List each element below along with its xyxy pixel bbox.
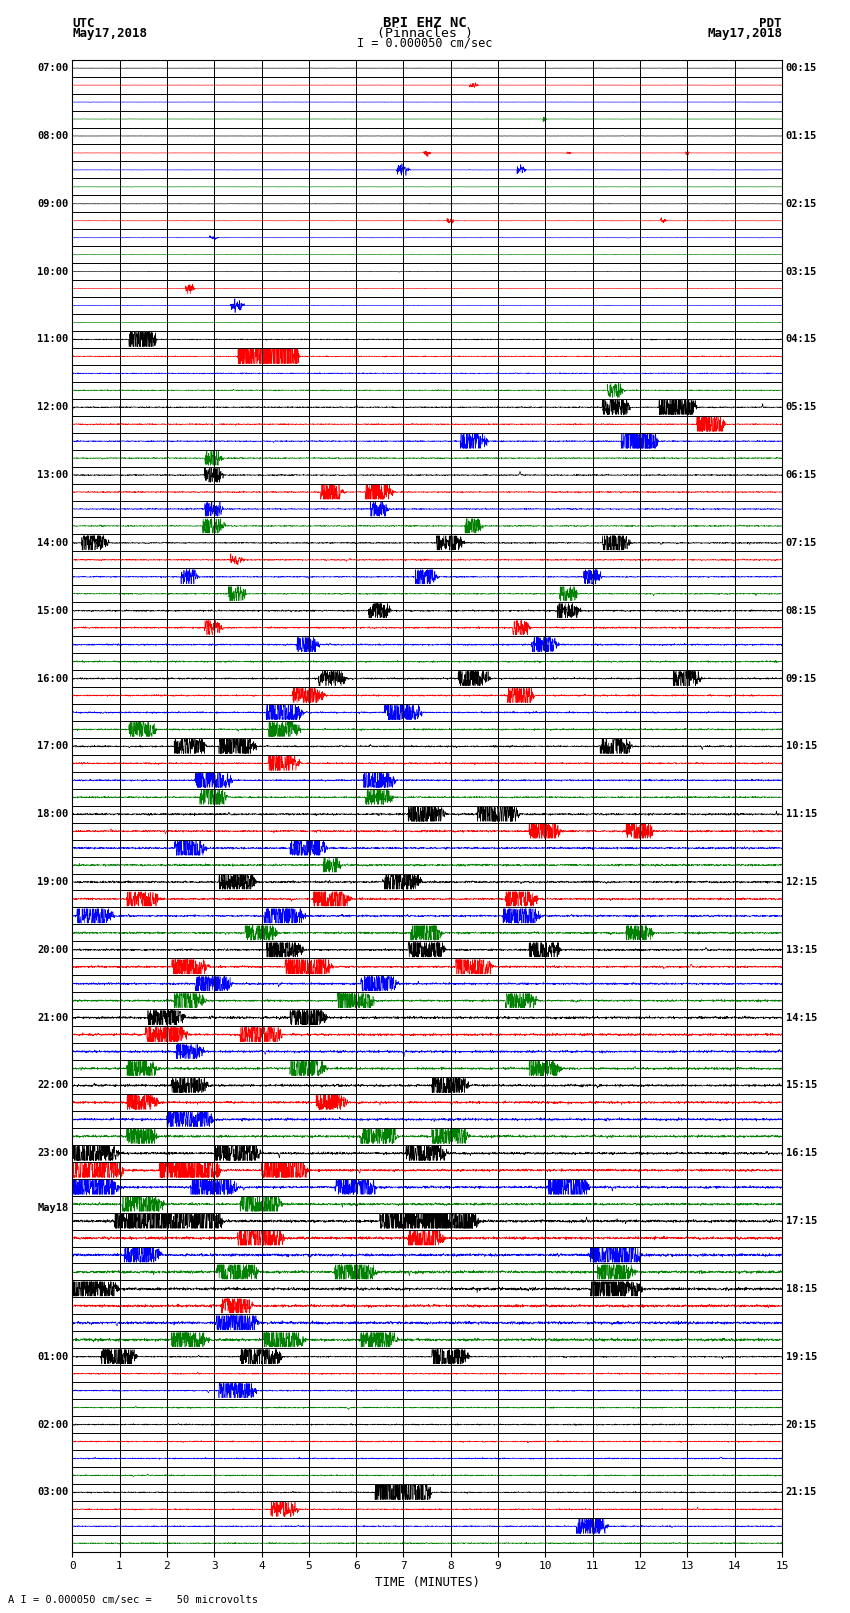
Text: 04:15: 04:15 xyxy=(785,334,817,345)
Text: 00:15: 00:15 xyxy=(785,63,817,73)
Text: PDT: PDT xyxy=(760,16,782,31)
Text: 20:00: 20:00 xyxy=(37,945,69,955)
Text: 02:00: 02:00 xyxy=(37,1419,69,1429)
Text: 07:00: 07:00 xyxy=(37,63,69,73)
Text: 17:00: 17:00 xyxy=(37,742,69,752)
Text: 18:00: 18:00 xyxy=(37,810,69,819)
Text: 16:15: 16:15 xyxy=(785,1148,817,1158)
Text: I = 0.000050 cm/sec: I = 0.000050 cm/sec xyxy=(357,35,493,50)
Text: 14:15: 14:15 xyxy=(785,1013,817,1023)
Text: 19:00: 19:00 xyxy=(37,877,69,887)
Text: 02:15: 02:15 xyxy=(785,198,817,208)
Text: 12:00: 12:00 xyxy=(37,402,69,413)
Text: 16:00: 16:00 xyxy=(37,674,69,684)
Text: May18: May18 xyxy=(37,1203,69,1213)
Text: BPI EHZ NC: BPI EHZ NC xyxy=(383,16,467,31)
Text: 20:15: 20:15 xyxy=(785,1419,817,1429)
Text: 08:15: 08:15 xyxy=(785,606,817,616)
Text: 10:00: 10:00 xyxy=(37,266,69,276)
Text: UTC: UTC xyxy=(72,16,94,31)
Text: 03:15: 03:15 xyxy=(785,266,817,276)
Text: 11:15: 11:15 xyxy=(785,810,817,819)
Text: May17,2018: May17,2018 xyxy=(707,26,782,39)
Text: 10:15: 10:15 xyxy=(785,742,817,752)
Text: 09:15: 09:15 xyxy=(785,674,817,684)
Text: 23:00: 23:00 xyxy=(37,1148,69,1158)
Text: 11:00: 11:00 xyxy=(37,334,69,345)
Text: 09:00: 09:00 xyxy=(37,198,69,208)
Text: 22:00: 22:00 xyxy=(37,1081,69,1090)
Text: 18:15: 18:15 xyxy=(785,1284,817,1294)
Text: 06:15: 06:15 xyxy=(785,469,817,481)
Text: 03:00: 03:00 xyxy=(37,1487,69,1497)
Text: May17,2018: May17,2018 xyxy=(72,26,147,39)
X-axis label: TIME (MINUTES): TIME (MINUTES) xyxy=(375,1576,479,1589)
Text: 14:00: 14:00 xyxy=(37,537,69,548)
Text: 01:00: 01:00 xyxy=(37,1352,69,1361)
Text: 15:15: 15:15 xyxy=(785,1081,817,1090)
Text: 19:15: 19:15 xyxy=(785,1352,817,1361)
Text: 12:15: 12:15 xyxy=(785,877,817,887)
Text: 13:15: 13:15 xyxy=(785,945,817,955)
Text: 21:00: 21:00 xyxy=(37,1013,69,1023)
Text: 17:15: 17:15 xyxy=(785,1216,817,1226)
Text: 13:00: 13:00 xyxy=(37,469,69,481)
Text: (Pinnacles ): (Pinnacles ) xyxy=(377,26,473,39)
Text: 01:15: 01:15 xyxy=(785,131,817,140)
Text: 07:15: 07:15 xyxy=(785,537,817,548)
Text: 05:15: 05:15 xyxy=(785,402,817,413)
Text: 21:15: 21:15 xyxy=(785,1487,817,1497)
Text: A I = 0.000050 cm/sec =    50 microvolts: A I = 0.000050 cm/sec = 50 microvolts xyxy=(8,1595,258,1605)
Text: 08:00: 08:00 xyxy=(37,131,69,140)
Text: 15:00: 15:00 xyxy=(37,606,69,616)
